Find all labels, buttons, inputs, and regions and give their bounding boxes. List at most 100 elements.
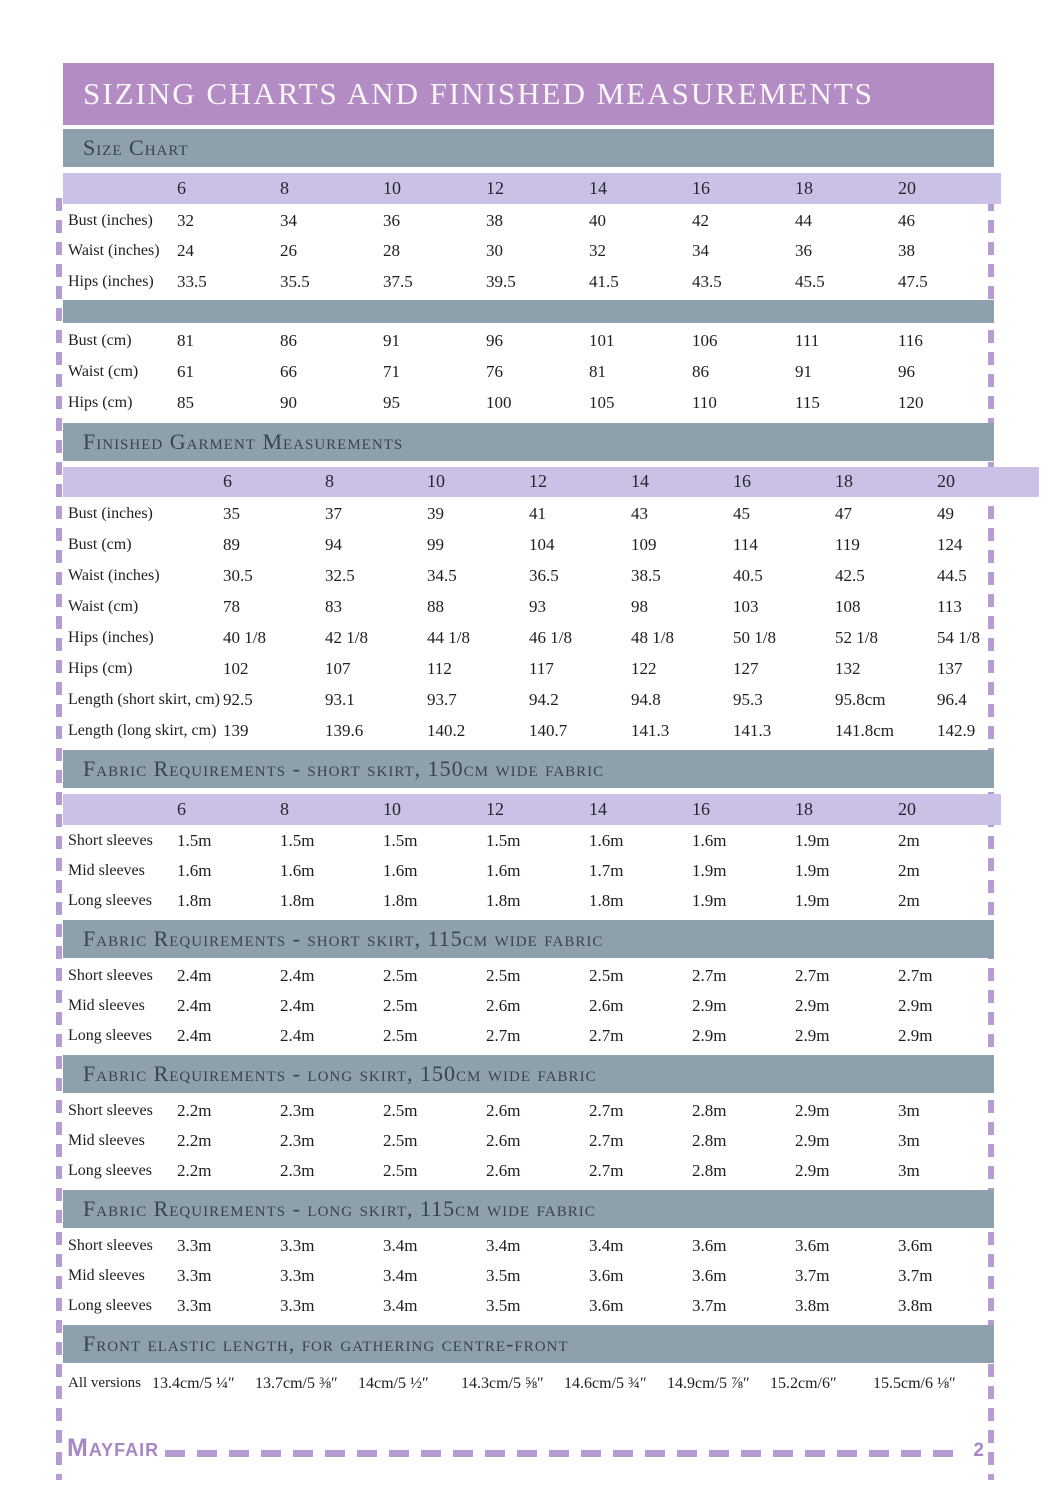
value-cell: 95.8cm [835,689,886,709]
value-cell: 137 [937,658,963,678]
value-cell: 15.5cm/6 ⅛″ [873,1374,956,1392]
value-cell: 2.8m [692,1160,727,1180]
table-row: Short sleeves 1.5m 1.5m 1.5m 1.5m 1.6m 1.6m 1.9… [63,826,1001,856]
value-cell: 15.2cm/6″ [770,1374,837,1392]
table-row: Waist (inches) 30.5 32.5 34.5 36.5 38.5 40.5 42… [63,560,1039,591]
row-label-header [63,463,223,499]
value-cell: 49 [937,504,954,523]
value-cell: 34 [692,241,709,260]
value-cell: 1.8m [486,890,521,910]
row-label: Short sleeves [68,966,153,984]
row-label: Mid sleeves [68,996,145,1014]
table-row: Mid sleeves 2.2m 2.3m 2.5m 2.6m 2.7m 2.8m 2.9m 3… [63,1126,999,1156]
row-label: Long sleeves [68,1296,152,1314]
value-cell: 38.5 [631,565,661,585]
size-header-cell: 18 [835,463,937,499]
value-cell: 1.8m [280,890,315,910]
row-label: Bust (cm) [68,535,132,553]
value-cell: 2m [898,860,920,880]
value-cell: 38 [898,241,915,260]
value-cell: 40.5 [733,565,763,585]
value-cell: 33.5 [177,272,207,291]
size-header-cell: 10 [383,170,486,206]
footer-dashed-line [165,1449,960,1457]
value-cell: 3.6m [589,1265,624,1285]
page-footer: Mayfair 2 [63,1435,994,1461]
size-header-cell: 10 [383,791,486,827]
table-row: Bust (inches) 32 34 36 38 40 42 44 46 [63,205,1001,236]
value-cell: 37.5 [383,272,413,291]
table-row: Length (long skirt, cm) 139 139.6 140.2 140.… [63,715,1039,746]
value-cell: 112 [427,658,452,678]
value-cell: 24 [177,241,194,260]
value-cell: 3.8m [795,1295,830,1315]
value-cell: 113 [937,596,962,616]
value-cell: 2.7m [589,1100,624,1120]
value-cell: 39.5 [486,272,516,291]
value-cell: 91 [795,362,812,381]
value-cell: 2.4m [177,1025,212,1045]
table-row: Waist (inches) 24 26 28 30 32 34 36 38 [63,236,1001,267]
table-row: Long sleeves 3.3m 3.3m 3.4m 3.5m 3.6m 3.7m 3.8m… [63,1291,999,1321]
value-cell: 34.5 [427,565,457,585]
table-row: Long sleeves 2.4m 2.4m 2.5m 2.7m 2.7m 2.9m 2.9m… [63,1021,999,1051]
value-cell: 109 [631,534,657,554]
value-cell: 50 1/8 [733,627,776,647]
value-cell: 140.7 [529,720,568,740]
value-cell: 2m [898,831,920,850]
value-cell: 2.3m [280,1130,315,1150]
size-header-cell: 12 [486,791,589,827]
value-cell: 2.6m [589,995,624,1015]
value-cell: 45.5 [795,272,825,291]
value-cell: 2.8m [692,1130,727,1150]
fabric-short-skirt-150cm-table: 6 8 10 12 14 16 18 20 Short sleeves 1.5m 1.5m 1.5m 1… [63,791,1001,916]
size-header-cell: 10 [427,463,529,499]
table-row: Hips (cm) 85 90 95 100 105 110 115 120 [63,388,999,419]
value-cell: 85 [177,393,194,412]
value-cell: 34 [280,210,297,230]
value-cell: 1.6m [280,860,315,880]
value-cell: 1.6m [692,831,727,850]
value-cell: 38 [486,210,503,230]
value-cell: 3.3m [177,1295,212,1315]
table-row: All versions 13.4cm/5 ¼″ 13.7cm/5 ⅜″ 14cm/5… [63,1366,999,1402]
table-row: Bust (inches) 35 37 39 41 43 45 47 49 [63,498,1039,529]
value-cell: 35 [223,504,240,523]
value-cell: 2.2m [177,1160,212,1180]
value-cell: 14.3cm/5 ⅝″ [461,1374,544,1392]
value-cell: 92.5 [223,689,253,709]
fabric-long-115-section-heading: Fabric Requirements - long skirt, 115cm … [63,1189,994,1228]
section-heading-text: Fabric Requirements - short skirt, 115cm… [83,925,604,951]
value-cell: 110 [692,393,717,412]
finished-measurements-section-heading: Finished Garment Measurements [63,422,994,461]
size-chart-cm-table: Bust (cm) 81 86 91 96 101 106 111 116 Waist (cm) 6… [63,326,999,419]
value-cell: 95 [383,393,400,412]
value-cell: 3.7m [795,1265,830,1285]
value-cell: 40 1/8 [223,627,266,647]
size-header-cell: 20 [898,170,1001,206]
size-chart-section-heading: Size Chart [63,129,994,167]
row-label-header [63,791,177,827]
value-cell: 2.7m [589,1160,624,1180]
value-cell: 88 [427,596,444,616]
value-cell: 111 [795,331,820,350]
size-header-cell: 16 [692,791,795,827]
table-row: Long sleeves 2.2m 2.3m 2.5m 2.6m 2.7m 2.8m 2.9m… [63,1156,999,1186]
value-cell: 14.6cm/5 ¾″ [564,1374,647,1392]
value-cell: 115 [795,393,820,412]
row-label: Length (short skirt, cm) [68,690,220,708]
value-cell: 30 [486,241,503,260]
value-cell: 13.7cm/5 ⅜″ [255,1374,338,1392]
value-cell: 3.7m [692,1295,727,1315]
value-cell: 103 [733,596,759,616]
value-cell: 3.6m [692,1265,727,1285]
row-label: Hips (cm) [68,659,133,677]
value-cell: 105 [589,393,615,412]
value-cell: 141.3 [733,720,772,740]
value-cell: 1.5m [177,831,212,850]
value-cell: 76 [486,362,503,381]
table-row: Length (short skirt, cm) 92.5 93.1 93.7 94.2… [63,684,1039,715]
page-title: SIZING CHARTS AND FINISHED MEASUREMENTS [83,76,874,111]
value-cell: 45 [733,504,750,523]
table-row: Mid sleeves 1.6m 1.6m 1.6m 1.6m 1.7m 1.9m 1.9m 2… [63,856,1001,886]
